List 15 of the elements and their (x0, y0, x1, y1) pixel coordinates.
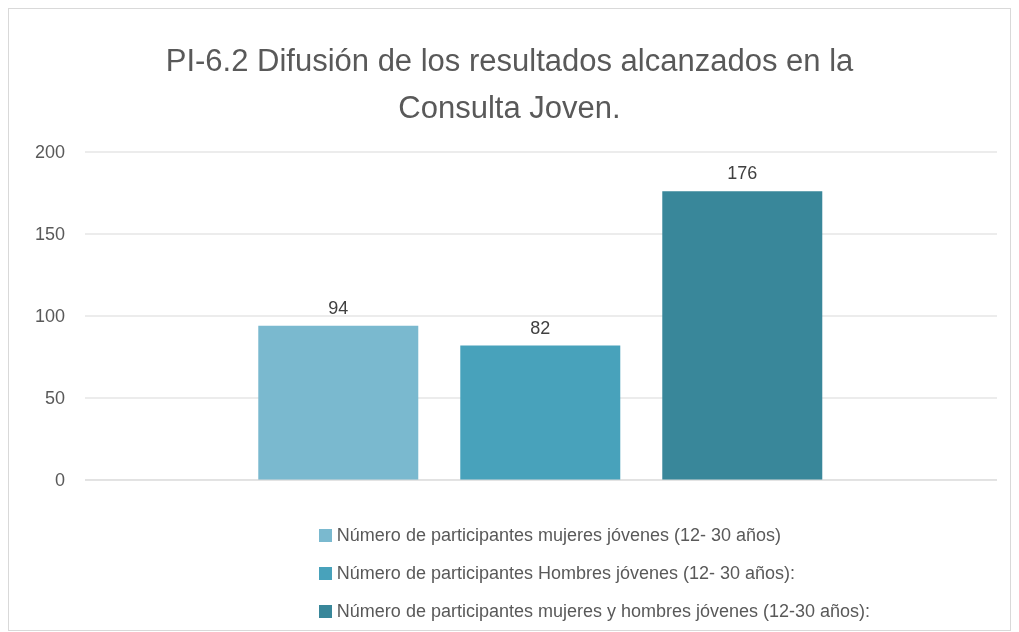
y-tick-label: 50 (44, 388, 65, 409)
data-label: 176 (727, 163, 758, 184)
legend-label: Número de participantes mujeres y hombres jóvenes (12-30 años): (336, 600, 871, 622)
bar (460, 345, 621, 480)
bar (258, 325, 419, 480)
y-tick-label: 150 (34, 224, 65, 245)
data-label: 82 (530, 317, 551, 338)
legend-label: Número de participantes mujeres jóvenes (12- 30 años) (336, 524, 782, 546)
y-tick-label: 200 (34, 142, 65, 163)
data-label: 94 (328, 297, 349, 318)
bar (662, 191, 823, 480)
chart-title: PI-6.2 Difusión de los resultados alcanzados en la Consulta Joven. (164, 42, 855, 127)
y-tick-label: 0 (54, 470, 65, 491)
legend-label: Número de participantes Hombres jóvenes (12- 30 años): (336, 562, 796, 584)
y-tick-label: 100 (34, 306, 65, 327)
